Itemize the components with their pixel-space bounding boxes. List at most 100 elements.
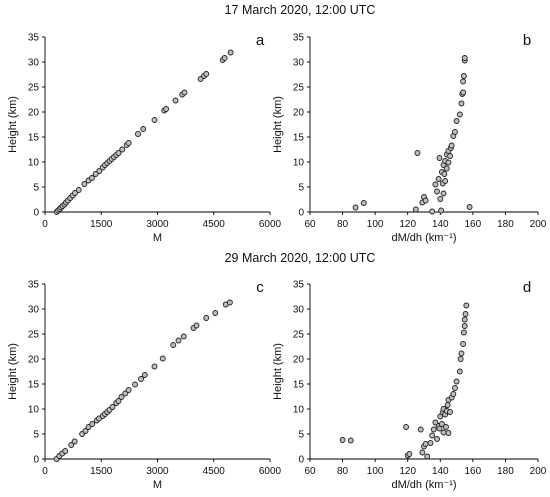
x-tick-label: 140 [432, 466, 449, 477]
data-point [461, 316, 468, 323]
data-point [443, 165, 450, 172]
data-point [466, 204, 473, 210]
y-tick-label: 15 [293, 380, 305, 391]
y-tick-label: 20 [293, 108, 305, 119]
data-point [429, 208, 436, 215]
data-point [456, 368, 463, 375]
data-point [151, 117, 158, 123]
x-tick-label: 100 [367, 219, 384, 230]
data-point [72, 190, 78, 196]
data-point [62, 448, 69, 454]
data-point [115, 150, 122, 156]
data-point [447, 409, 454, 415]
data-point [417, 426, 424, 433]
x-tick-label: 180 [497, 466, 514, 477]
data-point [352, 204, 359, 211]
data-point [463, 302, 470, 309]
data-point [92, 171, 99, 177]
data-point [135, 131, 141, 137]
data-point [81, 181, 88, 187]
x-tick-label: 160 [465, 219, 482, 230]
data-point [360, 200, 367, 206]
y-tick-label: 5 [33, 183, 39, 194]
chart-panel-a: 0 5 10 15 20 25 30 35 0 1500 3000 4500 6000 M Height (… [7, 32, 282, 244]
x-tick-label: 4500 [203, 219, 226, 230]
data-point [442, 178, 449, 184]
data-point [460, 329, 467, 336]
x-tick-label: 120 [399, 219, 416, 230]
data-point [203, 71, 210, 77]
x-tick-label: 160 [465, 466, 482, 477]
x-axis-label: dM/dh (km⁻¹) [391, 479, 456, 491]
data-point [412, 206, 419, 213]
data-point [435, 176, 442, 182]
y-tick-label: 0 [298, 455, 304, 466]
data-point [436, 155, 443, 161]
y-tick-label: 15 [28, 133, 40, 144]
data-point [406, 451, 413, 457]
x-tick-label: 6000 [259, 466, 282, 477]
data-point [347, 437, 354, 444]
data-point [82, 428, 89, 434]
data-point [227, 49, 234, 56]
data-point [430, 426, 437, 433]
x-tick-label: 3000 [146, 466, 169, 477]
y-tick-label: 25 [293, 83, 305, 94]
data-point [172, 97, 179, 104]
data-point [457, 356, 464, 362]
data-point [125, 387, 132, 393]
data-point [163, 106, 170, 112]
y-tick-label: 35 [293, 280, 305, 291]
data-point [151, 363, 158, 370]
data-point [432, 181, 439, 188]
panel-letter: b [523, 32, 531, 49]
y-tick-label: 25 [293, 330, 305, 341]
y-tick-label: 30 [28, 58, 40, 69]
data-point [115, 398, 122, 404]
y-tick-label: 20 [28, 108, 40, 119]
data-point [461, 323, 468, 329]
data-point [445, 159, 452, 166]
y-tick-label: 25 [28, 330, 40, 341]
data-point [118, 394, 125, 400]
x-tick-label: 140 [432, 219, 449, 230]
data-point [436, 425, 443, 432]
data-point [448, 142, 455, 149]
data-point [456, 111, 463, 118]
data-point [440, 429, 447, 436]
y-tick-label: 0 [33, 208, 39, 219]
data-point [434, 188, 440, 195]
data-point [447, 153, 454, 159]
y-tick-label: 30 [293, 58, 305, 69]
data-point [170, 342, 177, 348]
y-axis-label: Height (km) [272, 96, 284, 153]
data-point [125, 140, 132, 146]
y-tick-label: 35 [28, 280, 40, 291]
data-point [440, 190, 447, 197]
data-point [159, 355, 166, 362]
data-point [422, 197, 429, 204]
data-point [212, 310, 219, 316]
x-tick-label: 6000 [259, 219, 282, 230]
panel-letter: a [256, 32, 265, 49]
data-point [89, 421, 96, 427]
data-point [193, 322, 200, 329]
data-point [71, 438, 78, 445]
data-point [441, 171, 448, 177]
data-point [96, 168, 103, 174]
data-point [85, 424, 92, 430]
data-point [434, 436, 440, 442]
data-point [109, 404, 116, 410]
data-point [122, 390, 129, 397]
y-tick-label: 5 [298, 183, 304, 194]
y-tick-label: 25 [28, 83, 40, 94]
data-point [181, 89, 188, 96]
y-axis-label: Height (km) [7, 96, 19, 153]
data-point [460, 89, 467, 96]
x-tick-label: 80 [337, 466, 349, 477]
panel-letter: c [256, 279, 264, 296]
y-tick-label: 30 [28, 305, 40, 316]
data-point [445, 430, 452, 436]
data-point [68, 442, 75, 448]
